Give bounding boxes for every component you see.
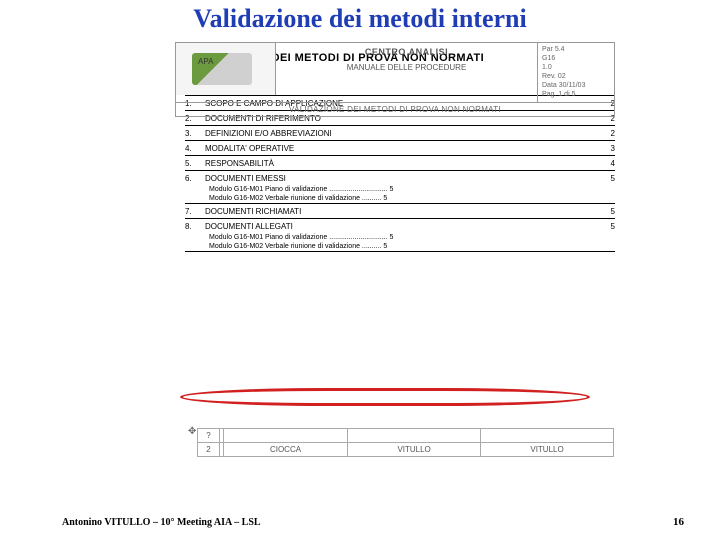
doc-header: APA CENTRO ANALISI MANUALE DELLE PROCEDU… — [176, 43, 614, 103]
toc-page: 5 — [603, 174, 615, 183]
header-validation-bar: VALIDAZIONE DEI METODI DI PROVA NON NORM… — [176, 103, 614, 116]
footer-page-number: 16 — [673, 516, 684, 528]
toc-num: 4. — [185, 144, 205, 153]
toc-text: MODALITA' OPERATIVE — [205, 144, 603, 153]
toc-page: 5 — [603, 222, 615, 231]
toc-page: 5 — [603, 207, 615, 216]
centro-analisi: CENTRO ANALISI — [280, 47, 533, 57]
meta-2: 1.0 — [542, 63, 610, 72]
toc-text: DEFINIZIONI E/O ABBREVIAZIONI — [205, 129, 603, 138]
meta-5: Pag. 1 di 5 — [542, 90, 610, 99]
meta-4: Data 30/11/03 — [542, 81, 610, 90]
toc-text: DOCUMENTI RICHIAMATI — [205, 207, 603, 216]
toc-num: 6. — [185, 174, 205, 183]
toc-sub-6a: Modulo G16-M01 Piano di validazione ....… — [209, 185, 615, 194]
table-of-contents: 1. SCOPO E CAMPO DI APPLICAZIONE 2 2. DO… — [185, 95, 615, 252]
manuale-procedure: MANUALE DELLE PROCEDURE — [280, 63, 533, 72]
toc-text: DOCUMENTI ALLEGATI — [205, 222, 603, 231]
slide-title: Validazione dei metodi interni — [0, 0, 720, 34]
meta-3: Rev. 02 — [542, 72, 610, 81]
toc-num: 3. — [185, 129, 205, 138]
toc-sub-8a: Modulo G16-M01 Piano di validazione ....… — [209, 233, 615, 242]
toc-page: 4 — [603, 159, 615, 168]
rev-cell — [348, 429, 481, 443]
header-center: CENTRO ANALISI MANUALE DELLE PROCEDURE — [276, 43, 538, 102]
rev-cell: ? — [198, 429, 220, 443]
toc-num: 5. — [185, 159, 205, 168]
toc-text: RESPONSABILITÀ — [205, 159, 603, 168]
toc-row-7: 7. DOCUMENTI RICHIAMATI 5 — [185, 203, 615, 218]
highlight-circle-icon — [180, 388, 590, 406]
toc-sub-8b: Modulo G16-M02 Verbale riunione di valid… — [209, 242, 615, 251]
apa-logo-text: APA — [198, 57, 213, 66]
revision-table: ? 2 CIOCCA VITULLO VITULLO — [197, 428, 614, 457]
table-row: 2 CIOCCA VITULLO VITULLO — [198, 443, 614, 457]
toc-row-8: 8. DOCUMENTI ALLEGATI 5 — [185, 218, 615, 233]
toc-sub-6b: Modulo G16-M02 Verbale riunione di valid… — [209, 194, 615, 203]
toc-text: DOCUMENTI EMESSI — [205, 174, 603, 183]
rev-cell: VITULLO — [481, 443, 614, 457]
move-cross-icon: ✥ — [188, 426, 196, 437]
toc-num: 8. — [185, 222, 205, 231]
rev-cell — [481, 429, 614, 443]
meta-1: G16 — [542, 54, 610, 63]
header-meta: Par 5.4 G16 1.0 Rev. 02 Data 30/11/03 Pa… — [538, 43, 614, 102]
toc-row-4: 4. MODALITA' OPERATIVE 3 — [185, 140, 615, 155]
toc-row-3: 3. DEFINIZIONI E/O ABBREVIAZIONI 2 — [185, 125, 615, 140]
toc-row-5: 5. RESPONSABILITÀ 4 — [185, 155, 615, 170]
logo-cell: APA — [176, 43, 276, 95]
rev-cell — [223, 429, 347, 443]
toc-page: 3 — [603, 144, 615, 153]
toc-page: 2 — [603, 129, 615, 138]
toc-num: 7. — [185, 207, 205, 216]
meta-0: Par 5.4 — [542, 45, 610, 54]
table-row: ? — [198, 429, 614, 443]
toc-end-line — [185, 251, 615, 252]
rev-cell: 2 — [198, 443, 220, 457]
footer-author: Antonino VITULLO – 10° Meeting AIA – LSL — [62, 517, 261, 528]
toc-row-6: 6. DOCUMENTI EMESSI 5 — [185, 170, 615, 185]
rev-cell: VITULLO — [348, 443, 481, 457]
rev-cell: CIOCCA — [223, 443, 347, 457]
document-preview: APA CENTRO ANALISI MANUALE DELLE PROCEDU… — [175, 42, 615, 117]
